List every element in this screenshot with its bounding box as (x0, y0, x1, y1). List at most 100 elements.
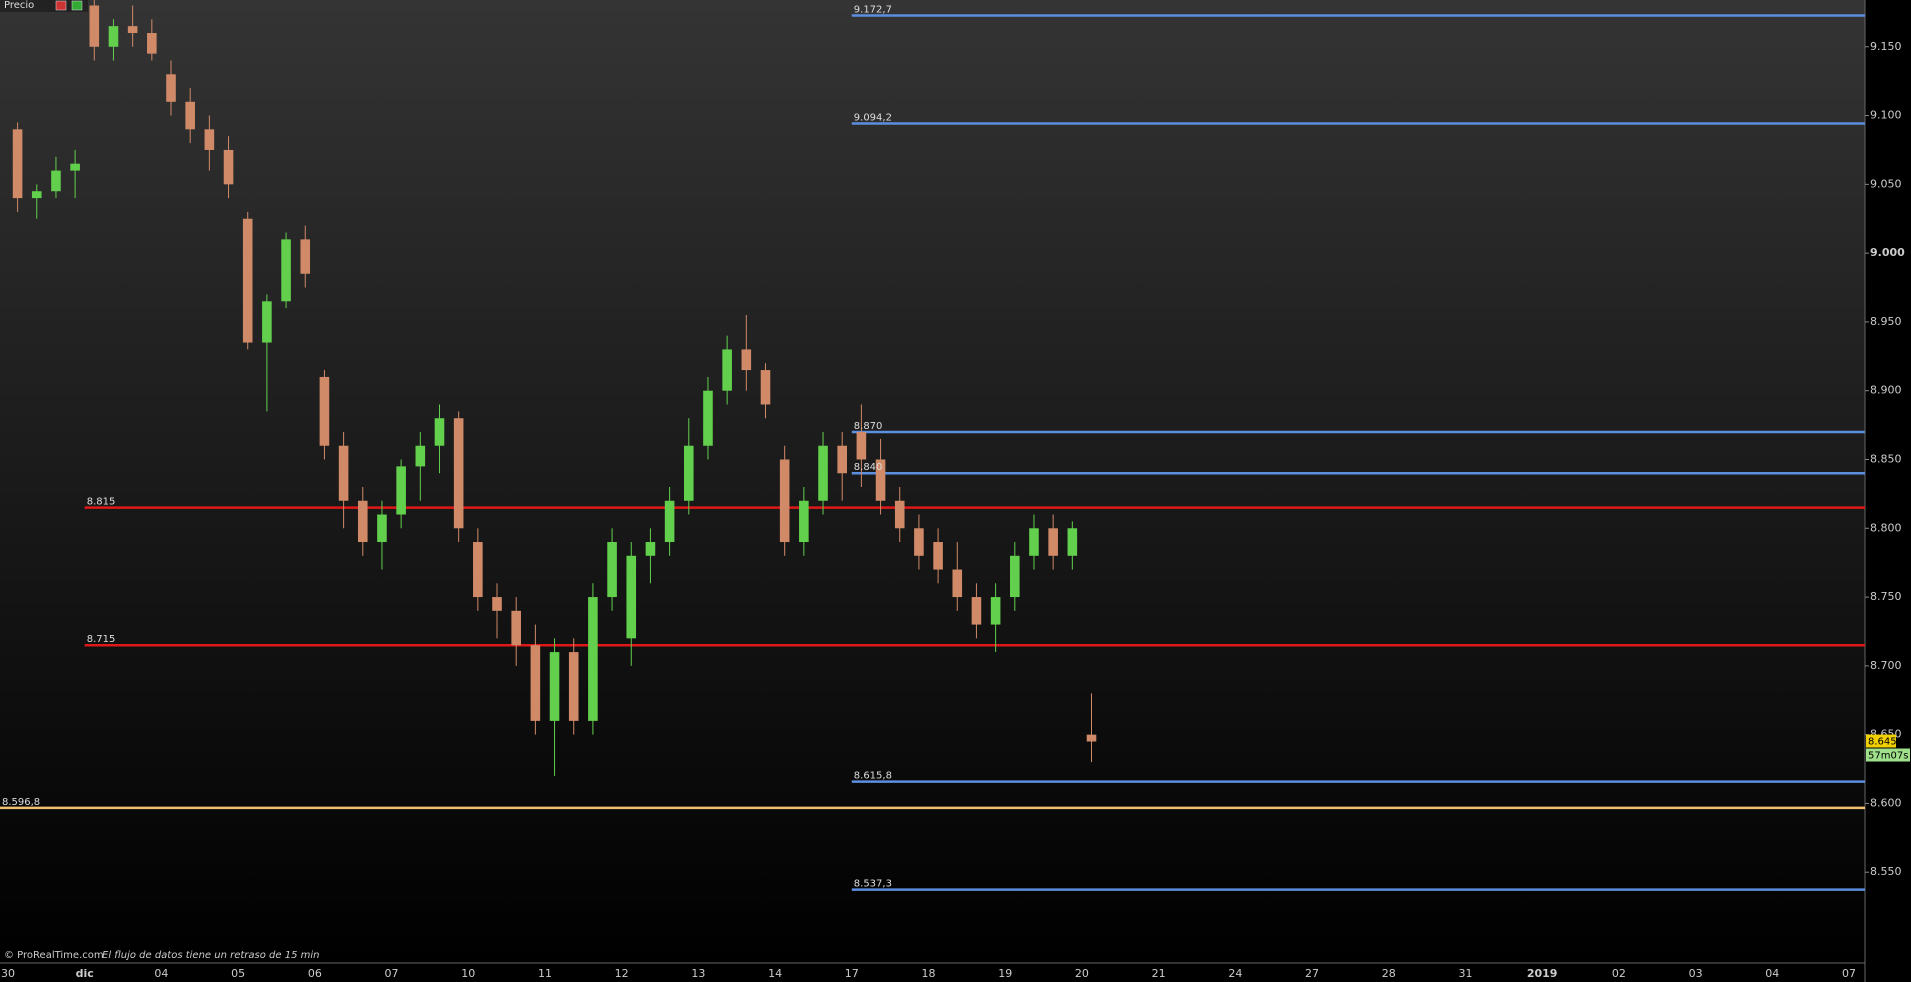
marks (0, 0, 1865, 891)
candle-body (396, 466, 406, 515)
candle-body (453, 418, 464, 529)
x-tick-label: 27 (1305, 967, 1319, 980)
x-tick-label: 03 (1689, 967, 1703, 980)
candle-body (357, 500, 368, 543)
y-tick-label: 8.800 (1870, 521, 1902, 534)
last-price-box (1866, 734, 1896, 748)
candle-body (894, 500, 905, 529)
level-label: 8.840 (854, 462, 883, 473)
y-tick-label: 9.000 (1870, 246, 1905, 259)
candle-body (952, 569, 963, 598)
candle-body (530, 645, 541, 721)
candle-body (1010, 555, 1020, 598)
candle-body (338, 445, 349, 501)
countdown: 57m07s (1868, 751, 1908, 762)
countdown-box (1866, 748, 1910, 762)
candle-body (1029, 528, 1039, 556)
x-tick-label: 17 (845, 967, 859, 980)
y-tick-label: 8.750 (1870, 590, 1902, 603)
candle-body (1048, 528, 1058, 556)
candle-body (31, 191, 42, 199)
candle-body (492, 597, 502, 611)
candle-body (12, 129, 23, 199)
candle-body (703, 390, 713, 446)
candle-body (319, 376, 330, 446)
y-tick-label: 8.900 (1870, 384, 1902, 397)
candle-body (741, 349, 752, 371)
candle-body (166, 74, 176, 102)
candle-body (760, 370, 771, 405)
x-tick-label: 07 (385, 967, 399, 980)
candle-body (377, 514, 387, 543)
x-tick-label: 21 (1152, 967, 1166, 980)
x-tick-label: 13 (691, 967, 705, 980)
candle-body (549, 652, 560, 721)
x-tick-label: 02 (1612, 967, 1626, 980)
candle-body (185, 101, 195, 130)
x-tick-label: 18 (922, 967, 936, 980)
y-tick-label: 8.950 (1870, 315, 1902, 328)
x-tick-label: 10 (461, 967, 475, 980)
level-label: 9.094,2 (854, 113, 892, 124)
x-tick-label: 14 (768, 967, 782, 980)
candle-body (664, 500, 675, 543)
icon[interactable] (55, 0, 67, 11)
x-tick-label: 20 (1075, 967, 1089, 980)
candle-body (108, 26, 119, 47)
candle-body (799, 500, 809, 543)
candle-body (242, 218, 253, 343)
x-tick-label: 12 (615, 967, 629, 980)
candle-body (434, 418, 445, 446)
plot-background (0, 0, 1865, 963)
y-tick-label: 9.150 (1870, 40, 1902, 53)
candle-body (990, 597, 1001, 625)
level-label: 8.615,8 (854, 771, 892, 782)
x-tick-label: 28 (1382, 967, 1396, 980)
candle-body (568, 652, 579, 721)
x-tick-label: 05 (231, 967, 245, 980)
candle-body (281, 239, 291, 302)
candle-body (779, 459, 790, 543)
y-tick-label: 8.550 (1870, 865, 1902, 878)
candle-body (588, 597, 598, 721)
x-tick-label: 04 (154, 967, 168, 980)
candle-body (1067, 528, 1078, 556)
y-tick-label: 8.850 (1870, 452, 1902, 465)
y-tick-label: 9.100 (1870, 109, 1902, 122)
candle-body (70, 163, 80, 171)
candle-body (89, 5, 100, 47)
date-axis (0, 963, 1911, 982)
level-label: 8.870 (854, 421, 883, 432)
y-tick-label: 8.700 (1870, 659, 1902, 672)
y-tick-label: 8.600 (1870, 796, 1902, 809)
icon[interactable] (71, 0, 83, 11)
x-tick-label: dic (76, 967, 94, 980)
candle-body (626, 555, 637, 639)
last-price: 8.645 (1868, 737, 1897, 748)
x-tick-label: 24 (1228, 967, 1242, 980)
chart-title: Precio (4, 0, 34, 11)
candle-body (856, 431, 867, 460)
candle-body (645, 542, 656, 556)
candle-body (971, 597, 982, 625)
candle-body (51, 170, 61, 192)
candle-body (683, 445, 694, 501)
candle-body (837, 445, 847, 474)
x-tick-label: 06 (308, 967, 322, 980)
level-label: 9.172,7 (854, 5, 892, 16)
candle-body (127, 26, 138, 34)
x-tick-label: 07 (1842, 967, 1856, 980)
footer: © ProRealTime.com (4, 950, 104, 961)
x-tick-label: 30 (1, 967, 15, 980)
x-tick-label: 31 (1458, 967, 1472, 980)
candle-body (914, 528, 924, 556)
y-tick-label: 9.050 (1870, 177, 1902, 190)
candle-body (204, 129, 215, 150)
candle-body (473, 542, 483, 598)
candle-body (147, 33, 157, 54)
candle-body (415, 445, 426, 467)
level-label: 8.596,8 (2, 797, 40, 808)
candle-body (511, 610, 521, 646)
